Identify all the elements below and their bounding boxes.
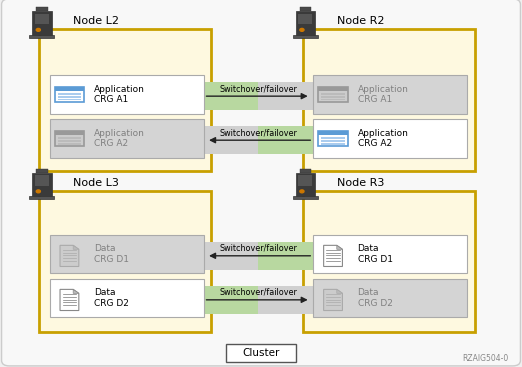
FancyBboxPatch shape — [313, 75, 467, 114]
FancyBboxPatch shape — [293, 35, 318, 38]
Circle shape — [300, 190, 304, 193]
FancyBboxPatch shape — [295, 11, 315, 35]
FancyBboxPatch shape — [300, 169, 311, 173]
FancyBboxPatch shape — [303, 29, 475, 171]
Circle shape — [36, 190, 40, 193]
FancyBboxPatch shape — [322, 93, 345, 95]
Text: Node L3: Node L3 — [73, 178, 119, 188]
FancyBboxPatch shape — [258, 126, 313, 154]
Text: Node R2: Node R2 — [337, 16, 384, 26]
FancyBboxPatch shape — [322, 137, 345, 139]
FancyBboxPatch shape — [318, 131, 348, 135]
FancyBboxPatch shape — [50, 119, 204, 158]
FancyBboxPatch shape — [300, 7, 311, 11]
FancyBboxPatch shape — [204, 242, 258, 269]
Polygon shape — [73, 245, 79, 249]
FancyBboxPatch shape — [29, 35, 54, 38]
FancyBboxPatch shape — [322, 143, 345, 145]
Polygon shape — [337, 245, 342, 249]
FancyBboxPatch shape — [55, 131, 84, 146]
FancyBboxPatch shape — [58, 137, 81, 139]
FancyBboxPatch shape — [204, 83, 258, 110]
Circle shape — [300, 28, 304, 31]
FancyBboxPatch shape — [204, 126, 258, 154]
FancyBboxPatch shape — [299, 14, 312, 24]
FancyBboxPatch shape — [29, 196, 54, 199]
Polygon shape — [324, 289, 342, 310]
Text: Node L2: Node L2 — [73, 16, 119, 26]
Text: Switchover/failover: Switchover/failover — [219, 244, 298, 253]
FancyBboxPatch shape — [322, 96, 345, 98]
FancyBboxPatch shape — [322, 140, 345, 142]
Circle shape — [36, 28, 40, 31]
Text: Application
CRG A2: Application CRG A2 — [94, 129, 145, 148]
FancyBboxPatch shape — [313, 119, 467, 158]
Polygon shape — [60, 289, 79, 310]
FancyBboxPatch shape — [293, 196, 318, 199]
FancyBboxPatch shape — [55, 131, 84, 135]
FancyBboxPatch shape — [55, 87, 84, 91]
FancyBboxPatch shape — [35, 175, 49, 186]
FancyBboxPatch shape — [318, 87, 348, 102]
Text: Application
CRG A1: Application CRG A1 — [94, 85, 145, 104]
FancyBboxPatch shape — [226, 344, 296, 362]
FancyBboxPatch shape — [39, 29, 211, 171]
FancyBboxPatch shape — [258, 83, 313, 110]
FancyBboxPatch shape — [204, 286, 258, 313]
FancyBboxPatch shape — [32, 11, 52, 35]
FancyBboxPatch shape — [258, 286, 313, 313]
Text: Switchover/failover: Switchover/failover — [219, 84, 298, 93]
Text: Data
CRG D2: Data CRG D2 — [94, 288, 129, 308]
FancyBboxPatch shape — [50, 279, 204, 317]
FancyBboxPatch shape — [58, 140, 81, 142]
FancyBboxPatch shape — [303, 191, 475, 332]
Polygon shape — [73, 289, 79, 293]
Text: Cluster: Cluster — [242, 348, 280, 358]
FancyBboxPatch shape — [39, 191, 211, 332]
FancyBboxPatch shape — [322, 99, 345, 101]
FancyBboxPatch shape — [36, 169, 48, 173]
FancyBboxPatch shape — [50, 235, 204, 273]
Polygon shape — [337, 289, 342, 293]
Text: Application
CRG A1: Application CRG A1 — [358, 85, 408, 104]
FancyBboxPatch shape — [58, 93, 81, 95]
FancyBboxPatch shape — [50, 75, 204, 114]
Text: Switchover/failover: Switchover/failover — [219, 128, 298, 137]
FancyBboxPatch shape — [35, 14, 49, 24]
Text: Node R3: Node R3 — [337, 178, 384, 188]
Polygon shape — [60, 245, 79, 266]
Text: Application
CRG A2: Application CRG A2 — [358, 129, 408, 148]
Text: Data
CRG D1: Data CRG D1 — [358, 244, 393, 264]
FancyBboxPatch shape — [299, 175, 312, 186]
FancyBboxPatch shape — [55, 87, 84, 102]
FancyBboxPatch shape — [318, 87, 348, 91]
Polygon shape — [324, 245, 342, 266]
FancyBboxPatch shape — [258, 242, 313, 269]
FancyBboxPatch shape — [295, 173, 315, 196]
Text: Switchover/failover: Switchover/failover — [219, 288, 298, 297]
Text: Data
CRG D1: Data CRG D1 — [94, 244, 129, 264]
Text: Data
CRG D2: Data CRG D2 — [358, 288, 393, 308]
Text: RZAIG504-0: RZAIG504-0 — [462, 353, 509, 363]
FancyBboxPatch shape — [58, 143, 81, 145]
FancyBboxPatch shape — [58, 99, 81, 101]
FancyBboxPatch shape — [58, 96, 81, 98]
FancyBboxPatch shape — [318, 131, 348, 146]
FancyBboxPatch shape — [36, 7, 48, 11]
FancyBboxPatch shape — [313, 235, 467, 273]
FancyBboxPatch shape — [313, 279, 467, 317]
FancyBboxPatch shape — [32, 173, 52, 196]
